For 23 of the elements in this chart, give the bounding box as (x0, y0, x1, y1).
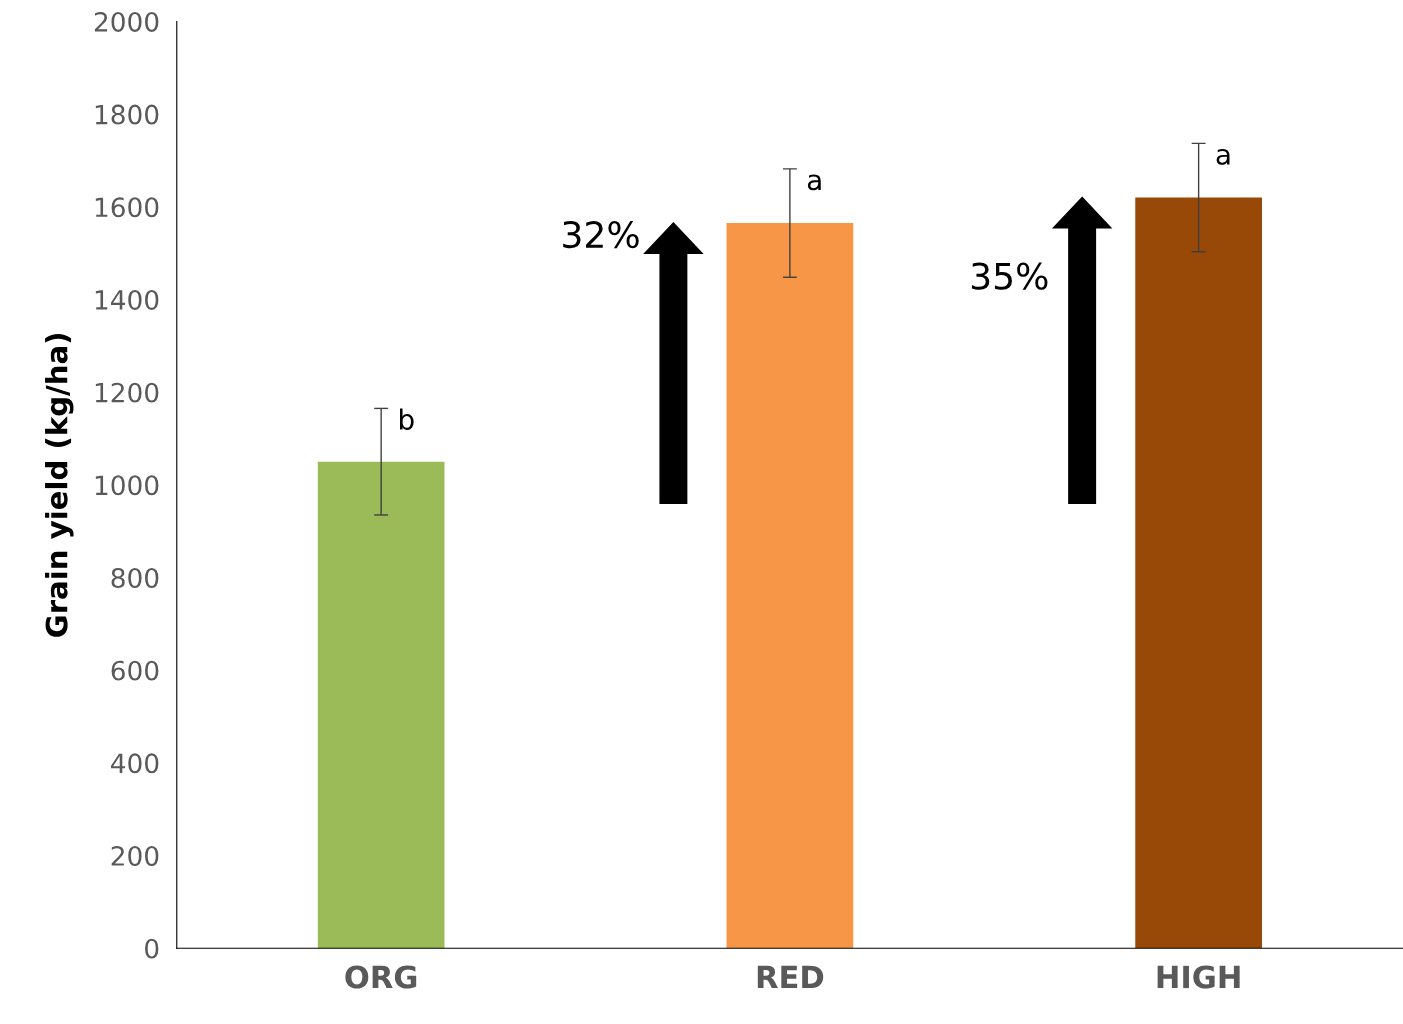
annotation: a (807, 174, 821, 191)
y-tick-label: 2000 (94, 11, 159, 32)
annotation: 32% (563, 220, 639, 249)
y-tick-label: 200 (111, 845, 159, 866)
x-tick-label: HIGH (1157, 965, 1240, 989)
bar (726, 223, 854, 949)
y-tick-label: 1800 (95, 104, 159, 125)
y-tick-label: 800 (111, 567, 159, 588)
y-tick-label: 1400 (95, 289, 159, 310)
bar (1135, 197, 1262, 949)
y-tick-label: 0 (145, 938, 159, 959)
annotation: 35% (971, 262, 1048, 290)
y-axis-title: Grain yield (kg/ha) (45, 333, 74, 637)
y-tick-label: 1000 (95, 475, 159, 496)
annotation: a (1216, 148, 1230, 165)
y-tick-label: 1200 (95, 382, 159, 403)
bar (317, 461, 445, 949)
y-tick-label: 1600 (95, 197, 159, 218)
x-tick-label: ORG (345, 965, 417, 989)
annotation: b (400, 408, 414, 430)
x-tick-label: RED (757, 965, 824, 989)
y-tick-label: 600 (111, 660, 159, 681)
y-tick-label: 400 (111, 753, 159, 774)
